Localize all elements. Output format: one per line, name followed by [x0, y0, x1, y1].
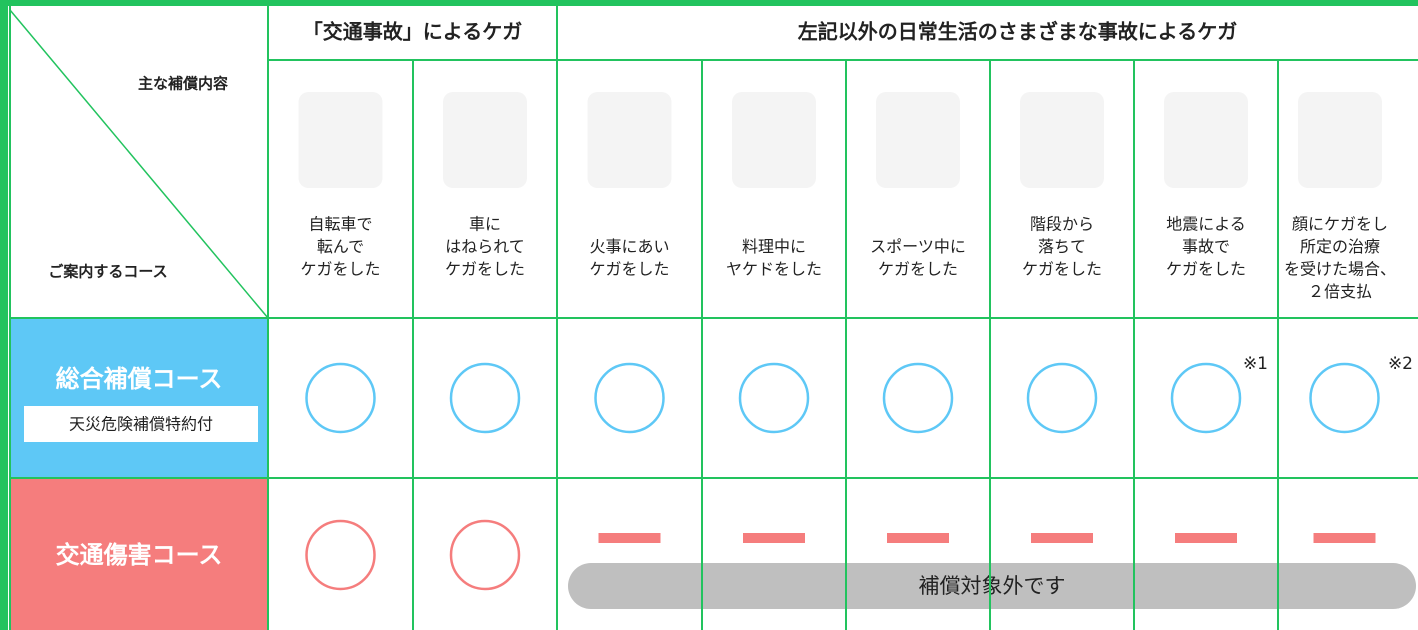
coverage-circle: [449, 362, 521, 434]
column-label: ケガをした: [1022, 260, 1102, 279]
column-label: 顔にケガをし: [1292, 215, 1388, 234]
column-label: 階段から: [1030, 215, 1094, 234]
column-label: 火事にあい: [589, 237, 669, 256]
rider-label: 天災危険補償特約付: [69, 415, 213, 434]
not-covered-dash: [1175, 533, 1237, 543]
banner: [568, 563, 1416, 609]
column-label: 料理中に: [742, 237, 806, 256]
column-label: 転んで: [317, 237, 364, 256]
coverage-circle: [594, 362, 665, 434]
illustration: [587, 92, 672, 188]
not-covered-dash: [598, 533, 661, 543]
corner-bottom-label: ご案内するコース: [48, 263, 167, 281]
rider-box: [24, 406, 258, 442]
illustration: [1298, 92, 1382, 188]
column-label: ケガをした: [300, 260, 380, 279]
illustration: [1020, 92, 1104, 188]
column-label: スポーツ中に: [870, 237, 966, 256]
illustration: [1164, 92, 1248, 188]
column-label: を受けた場合、: [1284, 260, 1396, 279]
column-label: 自転車で: [308, 215, 372, 234]
column-label: ケガをした: [445, 260, 525, 279]
course-name: 総合補償コース: [56, 365, 223, 393]
column-label: 落ちて: [1038, 237, 1086, 256]
not-covered-dash: [887, 533, 949, 543]
column-label: ケガをした: [589, 260, 669, 279]
column-label: ２倍支払: [1308, 282, 1372, 301]
grid-line: [9, 9, 269, 319]
coverage-circle: [1170, 362, 1242, 434]
not-covered-dash: [1031, 533, 1093, 543]
column-label: はねられて: [445, 237, 525, 256]
coverage-circle: [1309, 362, 1380, 434]
coverage-circle: [1026, 362, 1098, 434]
course-name: 交通傷害コース: [56, 541, 223, 569]
footnote-mark: ※2: [1388, 354, 1413, 374]
corner-top-label: 主な補償内容: [138, 75, 228, 93]
coverage-circle: [305, 519, 376, 591]
illustration: [443, 92, 527, 188]
illustration: [298, 92, 383, 188]
coverage-circle: [305, 362, 376, 434]
column-label: ケガをした: [878, 260, 958, 279]
column-label: ヤケドをした: [726, 260, 822, 279]
column-label: 地震による: [1166, 215, 1246, 234]
column-label: 所定の治療: [1300, 237, 1380, 256]
column-label: 車に: [469, 215, 501, 234]
group-header: 「交通事故」によるケガ: [303, 20, 522, 44]
coverage-circle: [449, 519, 521, 591]
course-cell: [10, 478, 268, 630]
footnote-mark: ※1: [1243, 354, 1268, 374]
coverage-circle: [882, 362, 954, 434]
group-header: 左記以外の日常生活のさまざまな事故によるケガ: [798, 20, 1237, 44]
illustration: [732, 92, 816, 188]
column-label: 事故で: [1182, 237, 1230, 256]
not-covered-dash: [1313, 533, 1376, 543]
course-cell: [10, 318, 268, 478]
coverage-circle: [738, 362, 810, 434]
illustration: [876, 92, 960, 188]
column-label: ケガをした: [1166, 260, 1246, 279]
banner-text: 補償対象外です: [919, 574, 1066, 598]
not-covered-dash: [743, 533, 805, 543]
